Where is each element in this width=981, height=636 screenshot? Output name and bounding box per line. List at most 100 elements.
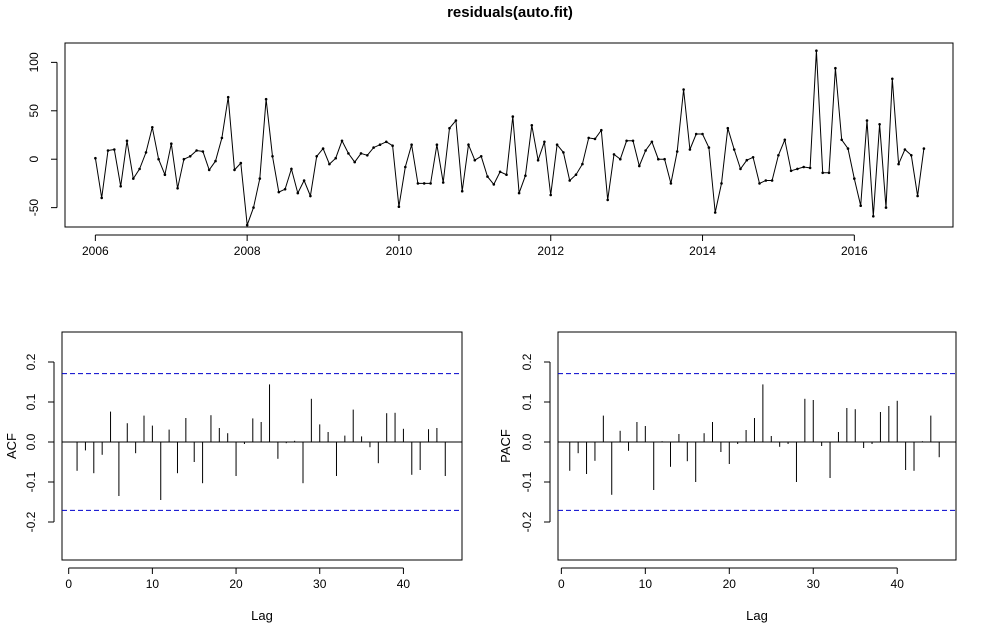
acf-y-tick-label: 0.1 bbox=[24, 393, 38, 410]
pacf-x-tick-label: 10 bbox=[639, 577, 653, 591]
residual-point bbox=[916, 194, 919, 198]
residual-point bbox=[277, 190, 281, 194]
residual-point bbox=[751, 156, 755, 159]
residual-point bbox=[726, 126, 730, 130]
residual-point bbox=[777, 154, 780, 157]
residual-point bbox=[650, 140, 654, 144]
residual-point bbox=[612, 153, 616, 156]
residual-point bbox=[182, 157, 186, 161]
residual-point bbox=[214, 159, 217, 163]
residual-point bbox=[138, 167, 141, 171]
acf-x-tick-label: 10 bbox=[146, 577, 160, 591]
ts-y-tick-label: -50 bbox=[27, 199, 41, 217]
residual-point bbox=[549, 193, 552, 197]
residual-point bbox=[922, 147, 926, 150]
pacf-y-axis-label: PACF bbox=[498, 429, 513, 463]
residual-point bbox=[239, 161, 243, 165]
residual-point bbox=[207, 168, 211, 172]
residual-point bbox=[151, 126, 154, 129]
residual-point bbox=[631, 139, 635, 143]
residual-point bbox=[625, 139, 628, 143]
residual-point bbox=[188, 155, 192, 158]
pacf-x-tick-label: 0 bbox=[558, 577, 565, 591]
residual-point bbox=[568, 179, 571, 182]
residual-point bbox=[366, 154, 369, 157]
residual-point bbox=[429, 182, 432, 185]
ts-plot-frame bbox=[64, 42, 954, 228]
residual-point bbox=[479, 155, 483, 158]
residual-point bbox=[796, 167, 799, 171]
residual-point bbox=[100, 196, 103, 200]
residual-point bbox=[865, 119, 869, 122]
pacf-y-tick-label: 0.2 bbox=[520, 353, 534, 370]
residual-point bbox=[498, 170, 502, 174]
residual-point bbox=[682, 88, 685, 91]
residual-point bbox=[732, 148, 736, 151]
residual-point bbox=[562, 151, 565, 154]
ts-x-tick-label: 2010 bbox=[386, 244, 413, 258]
residual-point bbox=[897, 162, 900, 166]
residual-point bbox=[290, 167, 293, 171]
residual-point bbox=[511, 115, 515, 118]
residual-point bbox=[125, 139, 129, 143]
residual-point bbox=[334, 156, 338, 160]
acf-y-tick-label: 0.0 bbox=[24, 433, 38, 450]
residual-point bbox=[606, 198, 609, 202]
residual-point bbox=[872, 215, 875, 218]
residual-point bbox=[226, 95, 230, 99]
residual-point bbox=[416, 182, 420, 185]
residual-point bbox=[359, 152, 363, 155]
residual-point bbox=[808, 166, 812, 170]
residual-point bbox=[454, 119, 458, 122]
residual-point bbox=[505, 173, 508, 176]
pacf-x-axis-label: Lag bbox=[746, 608, 768, 623]
residual-point bbox=[157, 157, 160, 161]
residual-point bbox=[233, 168, 236, 172]
pacf-x-tick-label: 40 bbox=[891, 577, 905, 591]
residual-point bbox=[113, 148, 116, 151]
acf-y-tick-label: -0.1 bbox=[24, 471, 38, 492]
acf-x-tick-label: 30 bbox=[313, 577, 327, 591]
residual-point bbox=[517, 191, 521, 195]
pacf-x-tick-label: 30 bbox=[807, 577, 821, 591]
residual-point bbox=[144, 151, 148, 154]
residual-point bbox=[94, 156, 97, 160]
residual-point bbox=[378, 143, 382, 146]
residual-point bbox=[859, 204, 862, 207]
residual-point bbox=[283, 187, 287, 191]
residual-point bbox=[600, 128, 603, 132]
acf-y-axis-label: ACF bbox=[4, 433, 19, 459]
residual-point bbox=[669, 182, 673, 185]
residual-point bbox=[410, 143, 413, 146]
residual-point bbox=[834, 66, 837, 70]
residual-point bbox=[170, 142, 173, 145]
residual-point bbox=[853, 177, 856, 180]
residual-point bbox=[910, 154, 913, 157]
acf-plot: 0 10 20 30 40 -0.2 -0.1 0.0 0.1 0.2 Lag ACF bbox=[4, 331, 463, 623]
residual-point bbox=[587, 136, 590, 140]
acf-x-tick-label: 40 bbox=[397, 577, 411, 591]
residual-point bbox=[492, 183, 496, 186]
residual-point bbox=[815, 49, 818, 52]
residual-point bbox=[713, 211, 717, 214]
residual-point bbox=[802, 165, 805, 169]
residual-point bbox=[840, 138, 843, 142]
ts-x-tick-label: 2006 bbox=[82, 244, 109, 258]
residual-point bbox=[593, 137, 597, 141]
residual-point bbox=[739, 167, 742, 171]
acf-y-tick-label: 0.2 bbox=[24, 353, 38, 370]
residual-point bbox=[884, 206, 888, 209]
residual-point bbox=[467, 143, 470, 146]
residual-point bbox=[176, 187, 179, 190]
acf-x-axis-label: Lag bbox=[251, 608, 273, 623]
residual-point bbox=[132, 177, 135, 180]
ts-y-tick-label: 50 bbox=[27, 104, 41, 118]
residual-point bbox=[891, 77, 894, 81]
ts-x-tick-label: 2012 bbox=[537, 244, 564, 258]
residual-point bbox=[524, 174, 527, 177]
residual-point bbox=[846, 147, 850, 150]
residual-point bbox=[574, 173, 578, 176]
residual-point bbox=[720, 182, 723, 185]
residual-point bbox=[694, 132, 698, 136]
residual-point bbox=[460, 189, 464, 193]
